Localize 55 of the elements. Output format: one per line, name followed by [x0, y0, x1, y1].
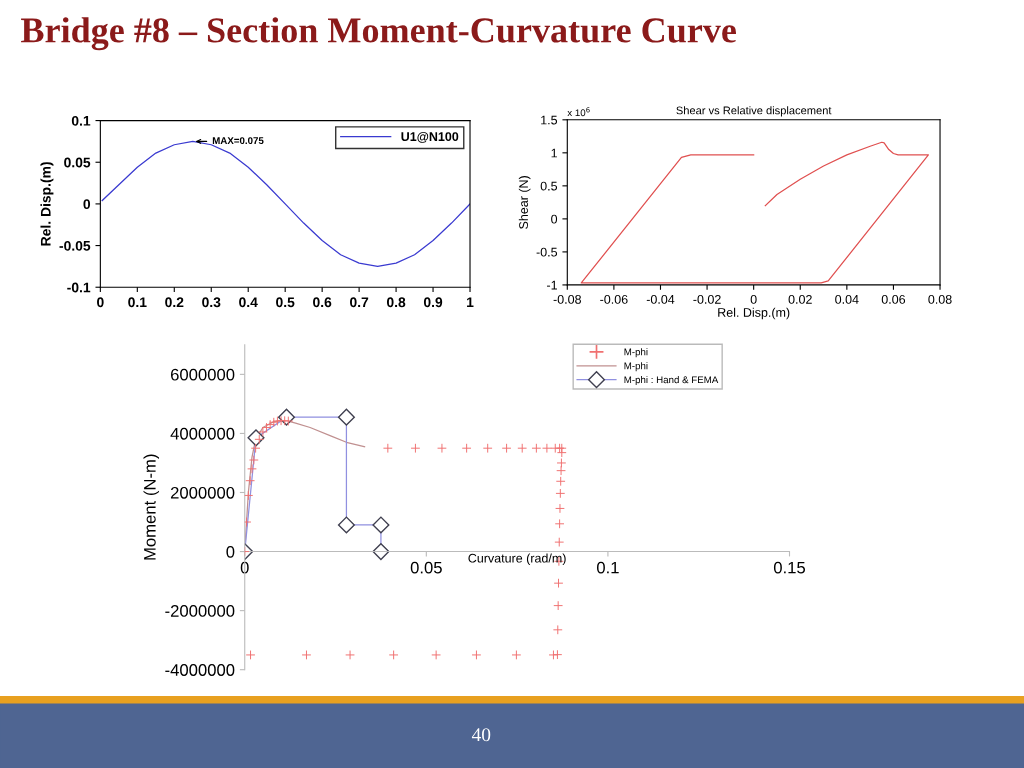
y-axis-title: Rel. Disp.(m)	[40, 162, 54, 246]
y-tick-label: -2000000	[165, 605, 235, 617]
x-tick-label: 0.2	[165, 297, 184, 308]
y-tick-label: 6000000	[170, 368, 235, 381]
x-tick-label: -0.06	[600, 294, 628, 304]
x-tick-label: 0	[97, 297, 104, 308]
y-tick-label: -0.5	[536, 247, 558, 257]
chart-title: Bridge #8 – Section Moment-Curvature Curve	[21, 17, 736, 51]
y-tick-label: 2000000	[170, 486, 235, 499]
x-tick-label: 0.5	[276, 297, 295, 308]
x-tick-label: 0.8	[386, 297, 406, 308]
x-tick-label: 0.1	[596, 561, 619, 574]
y-axis-title: Shear (N)	[518, 176, 531, 229]
x-tick-label: -0.04	[646, 294, 675, 304]
chart-title: Shear vs Relative displacement	[676, 106, 832, 117]
y-tick-label: 0.05	[64, 157, 91, 168]
legend-label: U1@N100	[401, 132, 459, 143]
x-tick-label: -0.08	[553, 294, 581, 304]
x-tick-label: 0.05	[410, 561, 442, 574]
y-tick-label: 4000000	[170, 427, 235, 440]
y-tick-label: -4000000	[165, 664, 235, 676]
x-tick-label: 0.6	[313, 297, 332, 308]
x-tick-label: 0.9	[423, 297, 443, 308]
x-tick-label: 0.1	[128, 297, 147, 308]
text: 40	[471, 728, 491, 742]
x-tick-label: 0.7	[350, 297, 369, 308]
x-tick-label: 0.4	[239, 297, 258, 308]
y-tick-label: 0	[226, 545, 235, 558]
y-tick-label: 0.5	[540, 181, 558, 191]
y-tick-label: -0.1	[67, 282, 91, 293]
y-tick-label: 0	[551, 214, 558, 224]
y-tick-label: 0	[83, 199, 91, 210]
x-tick-label: 0.15	[773, 561, 806, 574]
legend-label: M-phi : Hand & FEMA	[624, 376, 719, 386]
x-axis-title: Curvature (rad/m)	[468, 553, 566, 566]
legend-label: M-phi	[624, 362, 648, 372]
y-tick-label: 1	[551, 148, 557, 158]
x-tick-label: 0.02	[788, 294, 812, 304]
y-tick-label: -0.05	[59, 240, 91, 251]
x-tick-label: 0.08	[928, 294, 952, 304]
y-tick-label: 1.5	[541, 115, 558, 125]
x-tick-label: -0.02	[693, 294, 721, 304]
x-tick-label: 0	[240, 561, 249, 574]
legend-label: M-phi	[624, 348, 648, 358]
x-tick-label: 0.06	[881, 294, 906, 304]
y-tick-label: 0.1	[71, 115, 91, 126]
x-tick-label: 0.04	[835, 294, 859, 304]
text: x 10$^{6}$	[567, 107, 590, 117]
x-axis-title: Rel. Disp.(m)	[718, 307, 790, 320]
y-axis-title: Moment (N-m)	[143, 454, 160, 560]
x-tick-label: 1	[467, 297, 474, 308]
y-tick-label: -1	[547, 280, 557, 290]
x-tick-label: 0.3	[202, 297, 221, 308]
x-tick-label: 0	[750, 294, 757, 304]
annotation: MAX=0.075	[212, 137, 264, 145]
